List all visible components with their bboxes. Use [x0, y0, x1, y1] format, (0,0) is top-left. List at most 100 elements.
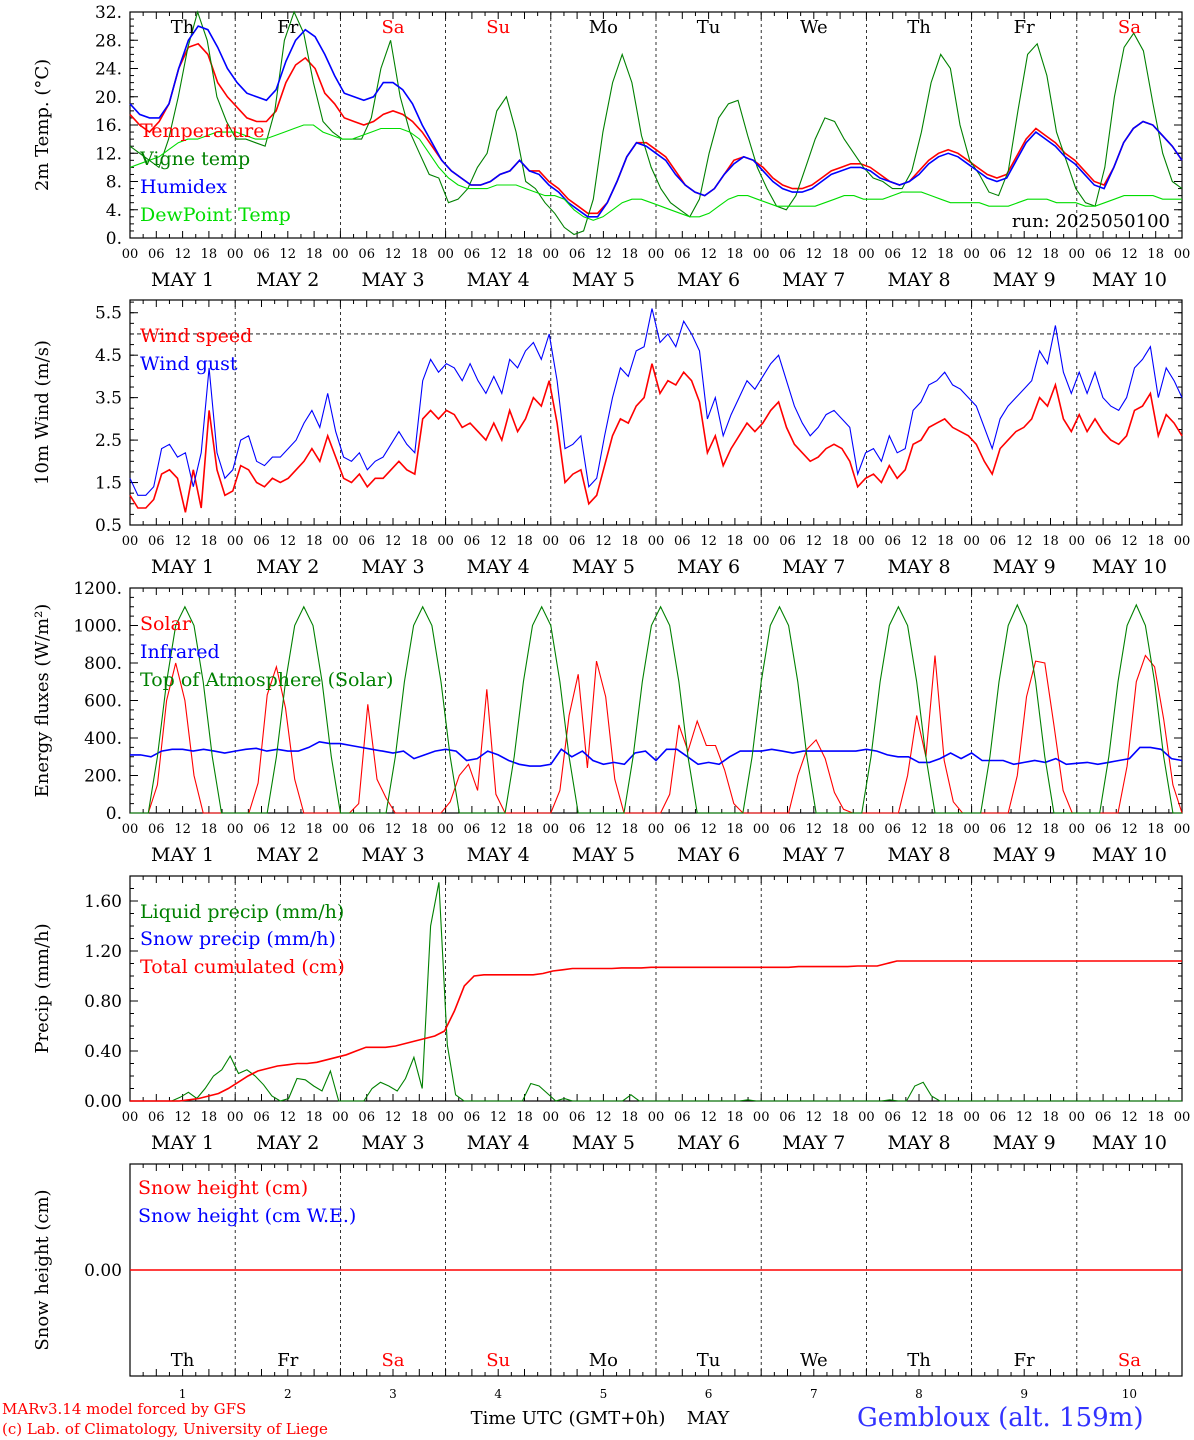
y-axis-label: Precip (mm/h) — [32, 923, 53, 1053]
panel-2 — [129, 299, 1183, 526]
hour-label: 00 — [858, 1110, 875, 1125]
hour-label: 12 — [700, 1110, 717, 1125]
day-label: MAY 9 — [993, 1132, 1056, 1154]
day-label: MAY 3 — [361, 269, 424, 291]
hour-label: 18 — [621, 1110, 638, 1125]
hour-label: 00 — [1069, 534, 1086, 549]
day-label: MAY 5 — [572, 556, 635, 578]
hour-label: 12 — [385, 534, 402, 549]
day-label: MAY 4 — [467, 844, 530, 866]
day-label: MAY 7 — [782, 269, 845, 291]
hour-label: 06 — [884, 534, 901, 549]
hour-label: 12 — [911, 822, 928, 837]
hour-label: 00 — [1174, 247, 1191, 262]
day-label: MAY 6 — [677, 844, 740, 866]
hour-label: 06 — [148, 822, 165, 837]
day-number: 3 — [389, 1387, 397, 1401]
hour-label: 00 — [227, 247, 244, 262]
hour-label: 12 — [174, 1110, 191, 1125]
hour-label: 00 — [963, 822, 980, 837]
legend-entry: Top of Atmosphere (Solar) — [140, 669, 393, 691]
panel-3 — [129, 587, 1183, 814]
hour-label: 18 — [832, 534, 849, 549]
hour-label: 18 — [411, 822, 428, 837]
hour-label: 18 — [832, 822, 849, 837]
hour-label: 00 — [122, 1110, 139, 1125]
y-tick-label: 12. — [95, 144, 122, 164]
hour-label: 00 — [753, 247, 770, 262]
hour-label: 18 — [411, 1110, 428, 1125]
hour-label: 12 — [1121, 247, 1138, 262]
hour-label: 06 — [674, 1110, 691, 1125]
hour-label: 00 — [122, 822, 139, 837]
hour-label: 06 — [464, 1110, 481, 1125]
hour-label: 00 — [227, 822, 244, 837]
day-number: 10 — [1122, 1387, 1137, 1401]
run-label: run: 2025050100 — [1012, 211, 1170, 232]
y-tick-label: 3.5 — [95, 389, 122, 409]
day-label: MAY 8 — [887, 269, 950, 291]
legend-entry: Vigne temp — [139, 148, 250, 170]
hour-label: 18 — [306, 1110, 323, 1125]
hour-label: 06 — [1095, 1110, 1112, 1125]
legend-entry: Snow height (cm) — [138, 1177, 308, 1199]
hour-label: 06 — [1095, 534, 1112, 549]
hour-label: 18 — [1147, 1110, 1164, 1125]
y-tick-label: 800. — [84, 654, 122, 674]
hour-label: 06 — [1095, 822, 1112, 837]
hour-label: 18 — [516, 1110, 533, 1125]
y-tick-label: 28. — [95, 31, 122, 51]
hour-label: 18 — [516, 247, 533, 262]
hour-label: 06 — [884, 247, 901, 262]
hour-label: 00 — [543, 534, 560, 549]
hour-label: 12 — [280, 534, 297, 549]
series-line — [129, 363, 1183, 513]
y-axis-label: Energy fluxes (W/m²) — [32, 604, 53, 798]
y-tick-label: 0.5 — [95, 516, 122, 536]
day-label: MAY 7 — [782, 556, 845, 578]
day-label: MAY 3 — [361, 1132, 424, 1154]
weekday-label: Fr — [277, 1350, 298, 1371]
hour-label: 12 — [490, 822, 507, 837]
day-label: MAY 10 — [1092, 844, 1167, 866]
day-label: MAY 9 — [993, 269, 1056, 291]
hour-label: 12 — [1016, 247, 1033, 262]
hour-label: 06 — [990, 1110, 1007, 1125]
day-label: MAY 7 — [782, 1132, 845, 1154]
day-label: MAY 5 — [572, 269, 635, 291]
y-tick-label: 0. — [106, 229, 122, 249]
station-name: Gembloux (alt. 159m) — [857, 1403, 1144, 1433]
y-tick-label: 1.20 — [84, 942, 122, 962]
y-tick-label: 1.60 — [84, 892, 122, 912]
day-number: 9 — [1020, 1387, 1028, 1401]
plot-frame — [129, 587, 1183, 814]
hour-label: 12 — [1121, 822, 1138, 837]
hour-label: 18 — [201, 1110, 218, 1125]
day-number: 1 — [179, 1387, 187, 1401]
hour-label: 06 — [464, 534, 481, 549]
hour-label: 12 — [700, 534, 717, 549]
y-tick-label: 0.00 — [84, 1261, 122, 1281]
hour-label: 18 — [937, 822, 954, 837]
day-label: MAY 2 — [256, 1132, 319, 1154]
legend-entry: Humidex — [140, 176, 227, 198]
hour-label: 12 — [806, 1110, 823, 1125]
hour-label: 12 — [911, 1110, 928, 1125]
y-tick-label: 20. — [95, 88, 122, 108]
hour-label: 06 — [569, 247, 586, 262]
legend-entry: Snow height (cm W.E.) — [138, 1205, 356, 1227]
series-line — [129, 124, 1182, 221]
hour-label: 18 — [516, 822, 533, 837]
weekday-label: Th — [171, 1350, 195, 1371]
weekday-label: We — [800, 1350, 828, 1371]
hour-label: 06 — [674, 247, 691, 262]
weekday-label: Sa — [381, 17, 404, 38]
weekday-label: Su — [486, 1350, 510, 1371]
hour-label: 12 — [595, 247, 612, 262]
y-tick-label: 16. — [95, 116, 122, 136]
series-line — [130, 654, 1183, 814]
hour-label: 00 — [332, 247, 349, 262]
hour-label: 12 — [806, 534, 823, 549]
hour-label: 00 — [227, 534, 244, 549]
